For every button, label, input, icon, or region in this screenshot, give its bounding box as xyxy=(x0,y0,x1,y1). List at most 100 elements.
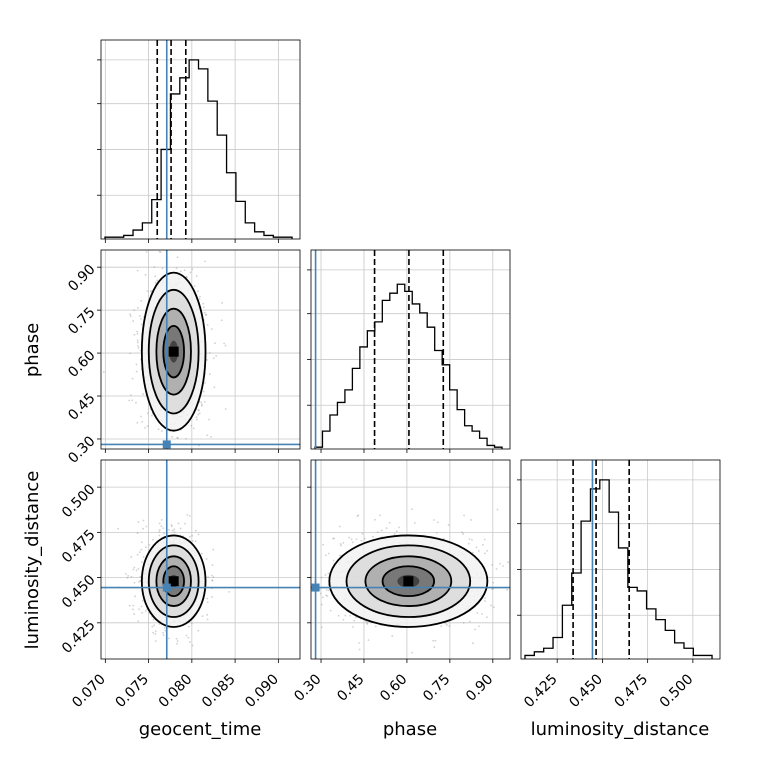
sample-point xyxy=(128,604,131,607)
panel-content xyxy=(101,460,300,659)
panel-background xyxy=(521,460,720,659)
sample-point xyxy=(151,625,154,628)
sample-point xyxy=(136,339,139,342)
sample-point xyxy=(411,651,414,654)
density-contour xyxy=(162,565,185,598)
sample-point xyxy=(152,538,154,541)
sample-point xyxy=(205,558,208,560)
sample-point xyxy=(492,581,495,584)
sample-point xyxy=(490,604,492,607)
sample-point xyxy=(208,351,211,354)
sample-point xyxy=(195,416,198,419)
sample-point xyxy=(350,538,353,541)
sample-point xyxy=(342,618,345,621)
density-contour xyxy=(147,544,200,618)
sample-point xyxy=(144,426,146,429)
sample-point xyxy=(130,394,132,397)
sample-point xyxy=(202,390,205,393)
sample-point xyxy=(206,601,209,604)
sample-point xyxy=(337,614,340,617)
sample-point xyxy=(320,603,323,606)
sample-point xyxy=(212,548,215,551)
sample-point xyxy=(395,530,398,533)
sample-point xyxy=(138,608,141,611)
sample-point xyxy=(324,574,327,576)
sample-point xyxy=(483,538,486,541)
sample-point xyxy=(366,623,369,625)
sample-point xyxy=(147,412,149,415)
sample-point xyxy=(327,552,330,555)
sample-point xyxy=(332,559,335,562)
sample-point xyxy=(141,561,143,563)
sample-point xyxy=(195,275,198,277)
sample-point xyxy=(167,529,170,531)
sample-point xyxy=(355,538,358,541)
sample-point xyxy=(145,525,148,528)
sample-point xyxy=(444,622,447,625)
sample-point xyxy=(146,290,149,293)
sample-point xyxy=(136,421,139,424)
sample-point xyxy=(326,595,329,598)
sample-point xyxy=(432,519,435,521)
sample-point xyxy=(478,625,480,628)
sample-point xyxy=(413,522,416,524)
sample-point xyxy=(212,576,215,578)
sample-point xyxy=(160,519,163,521)
sample-point xyxy=(198,412,201,415)
sample-point xyxy=(140,548,143,551)
sample-point xyxy=(474,628,476,631)
sample-point xyxy=(135,363,138,366)
histogram-step xyxy=(524,479,713,659)
sample-point xyxy=(158,529,161,531)
sample-point xyxy=(185,437,187,440)
sample-point xyxy=(142,527,145,530)
sample-point xyxy=(491,563,494,566)
sample-point xyxy=(135,569,138,572)
sample-point xyxy=(194,529,197,532)
sample-point xyxy=(131,608,134,611)
sample-point xyxy=(128,399,131,402)
sample-point xyxy=(170,524,173,526)
sample-point xyxy=(228,591,231,593)
sample-point xyxy=(189,271,192,274)
sample-point xyxy=(210,328,213,330)
xlabel-luminosity-distance: luminosity_distance xyxy=(531,719,710,740)
sample-point xyxy=(206,597,209,600)
sample-point xyxy=(208,418,210,421)
sample-point xyxy=(153,624,155,627)
sample-point xyxy=(141,611,143,614)
sample-point xyxy=(203,400,206,403)
sample-point xyxy=(191,644,194,647)
sample-point xyxy=(339,543,342,545)
sample-point xyxy=(208,373,211,376)
sample-point xyxy=(126,576,129,579)
sample-point xyxy=(385,527,388,530)
sample-point xyxy=(348,536,351,539)
sample-point xyxy=(192,427,195,430)
sample-point xyxy=(462,621,465,624)
sample-point xyxy=(188,535,191,538)
sample-point xyxy=(154,640,157,642)
sample-point xyxy=(492,606,495,609)
sample-point xyxy=(361,532,364,535)
sample-point xyxy=(442,537,445,540)
density-contour xyxy=(364,555,453,607)
sample-point xyxy=(366,622,369,624)
hist-panel-luminosity-distance: 0.425 0.450 0.475 0.500 xyxy=(517,459,721,711)
sample-point xyxy=(160,525,163,528)
sample-point xyxy=(502,565,504,567)
sample-point xyxy=(380,529,383,532)
sample-point xyxy=(379,514,381,517)
sample-point xyxy=(132,320,135,322)
sample-point xyxy=(154,632,157,635)
sample-point xyxy=(202,306,205,309)
sample-point xyxy=(187,636,190,639)
sample-point xyxy=(197,533,200,536)
panel-content xyxy=(101,250,300,449)
panel-content xyxy=(311,460,510,659)
sample-point xyxy=(467,542,470,545)
sample-point xyxy=(141,600,144,602)
density-contour xyxy=(328,534,489,628)
sample-point xyxy=(142,556,145,558)
sample-point xyxy=(176,436,179,439)
